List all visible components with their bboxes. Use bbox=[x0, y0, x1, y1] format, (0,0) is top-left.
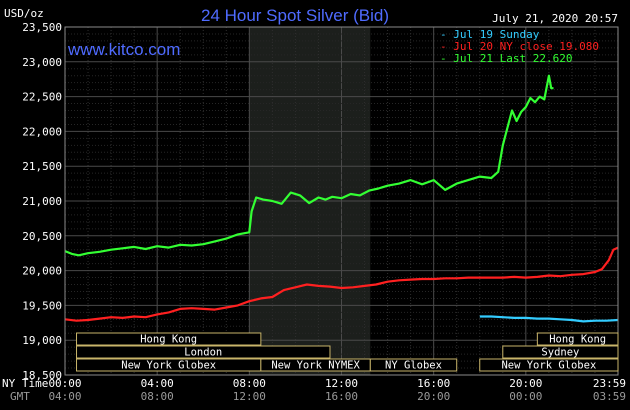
session-label: New York NYMEX bbox=[271, 360, 360, 372]
x-tick-label-gmt: 03:59 bbox=[593, 390, 626, 403]
series-line-2 bbox=[479, 315, 619, 323]
x-tick-label-ny: 00:00 bbox=[48, 377, 81, 390]
session-label: New York Globex bbox=[121, 360, 216, 372]
grid-lines bbox=[65, 27, 618, 375]
x-tick-label-ny: 20:00 bbox=[509, 377, 542, 390]
x-tick-label-gmt: 16:00 bbox=[325, 390, 358, 403]
y-tick-label: 19,000 bbox=[22, 334, 62, 347]
session-bar bbox=[76, 332, 262, 346]
x-tick-label-ny: 23:59 bbox=[593, 377, 626, 390]
session-box-2: New York Globex bbox=[76, 358, 262, 372]
y-tick-label: 20,500 bbox=[22, 230, 62, 243]
x-tick-label-ny: 16:00 bbox=[417, 377, 450, 390]
session-box-6: Sydney bbox=[502, 345, 619, 359]
y-axis-ticks: 23,500 23,000 22,500 22,000 21,500 21,000 20,5… bbox=[22, 21, 62, 382]
session-label: New York Globex bbox=[501, 360, 596, 372]
session-box-1: London bbox=[76, 345, 331, 359]
y-tick-label: 18,500 bbox=[22, 369, 62, 382]
x-tick-label-gmt: 00:00 bbox=[509, 390, 542, 403]
x-tick-label-gmt: 20:00 bbox=[417, 390, 450, 403]
session-box-3: New York NYMEX bbox=[260, 358, 371, 372]
series-lines bbox=[64, 74, 619, 323]
x-tick-label-ny: 04:00 bbox=[141, 377, 174, 390]
chart-title: 24 Hour Spot Silver (Bid) bbox=[201, 6, 389, 25]
y-tick-label: 23,000 bbox=[22, 56, 62, 69]
x-tick-label-ny: 08:00 bbox=[233, 377, 266, 390]
y-tick-label: 21,000 bbox=[22, 195, 62, 208]
legend-entry-jul21: - Jul 21 Last 22.620 bbox=[440, 52, 572, 65]
y-tick-label: 22,000 bbox=[22, 125, 62, 138]
session-bar bbox=[76, 345, 331, 359]
session-bar bbox=[502, 345, 619, 359]
website-label: www.kitco.com bbox=[67, 40, 180, 59]
legend-entry-jul20: - Jul 20 NY close 19.080 bbox=[440, 40, 599, 53]
chart-datetime: July 21, 2020 20:57 bbox=[492, 12, 618, 25]
plot-frame bbox=[64, 26, 619, 376]
gmt-label: GMT bbox=[10, 390, 30, 403]
series-line-0 bbox=[64, 74, 554, 257]
units-label: USD/oz bbox=[4, 7, 44, 20]
x-tick-label-gmt: 04:00 bbox=[48, 390, 81, 403]
session-box-4: NY Globex bbox=[369, 358, 458, 372]
x-tick-label-gmt: 12:00 bbox=[233, 390, 266, 403]
session-label: Sydney bbox=[541, 347, 579, 359]
legend-entry-jul19: - Jul 19 Sunday bbox=[440, 28, 540, 41]
ny-time-label: NY Time bbox=[2, 377, 48, 390]
y-tick-label: 23,500 bbox=[22, 21, 62, 34]
session-label: Hong Kong bbox=[549, 334, 606, 346]
session-box-5: Hong Kong bbox=[536, 332, 619, 346]
plot-area bbox=[64, 26, 619, 376]
y-tick-label: 19,500 bbox=[22, 299, 62, 312]
y-tick-label: 20,000 bbox=[22, 265, 62, 278]
session-label: NY Globex bbox=[385, 360, 442, 372]
session-label: London bbox=[184, 347, 222, 359]
x-tick-label-ny: 12:00 bbox=[325, 377, 358, 390]
x-tick-label-gmt: 08:00 bbox=[141, 390, 174, 403]
session-bar bbox=[479, 358, 619, 372]
series-line-1 bbox=[64, 246, 619, 322]
y-tick-label: 21,500 bbox=[22, 160, 62, 173]
session-bar bbox=[369, 358, 458, 372]
session-box-0: Hong Kong bbox=[76, 332, 262, 346]
session-box-7: New York Globex bbox=[479, 358, 619, 372]
x-axis-ticks: 00:0004:0004:0008:0008:0012:0012:0016:00… bbox=[48, 377, 626, 403]
session-bar bbox=[536, 332, 619, 346]
legend: - Jul 19 Sunday - Jul 20 NY close 19.080… bbox=[440, 28, 599, 65]
y-tick-label: 22,500 bbox=[22, 91, 62, 104]
session-label: Hong Kong bbox=[140, 334, 197, 346]
